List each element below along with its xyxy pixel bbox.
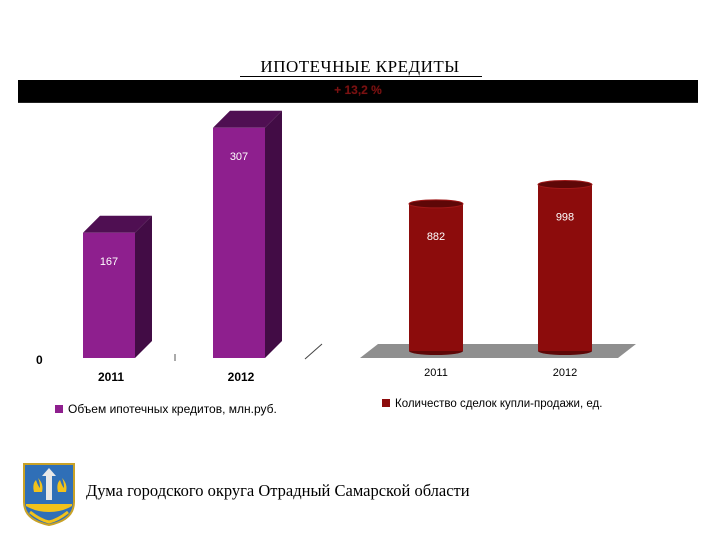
chart-deals-category-label: 2011 xyxy=(424,367,448,379)
chart-loans-value-label: 167 xyxy=(100,256,118,268)
chart-loans-bar-top xyxy=(213,110,282,128)
chart-loans-category-label: 2012 xyxy=(228,370,255,384)
chart-deals: 882 998 2011 2012 Количество сделок купли-… xyxy=(360,180,636,410)
chart-loans-bar-side xyxy=(265,110,282,358)
chart-loans-bar xyxy=(83,232,135,358)
chart-loans-diagonal xyxy=(304,343,323,360)
chart-deals-bar xyxy=(538,184,592,351)
chart-loans-category-label: 2011 xyxy=(98,370,124,384)
chart-deals-legend-label: Количество сделок купли-продажи, ед. xyxy=(395,398,602,410)
chart-loans-bar xyxy=(213,127,265,358)
chart-deals-bar xyxy=(409,203,463,351)
chart-deals-bar-top xyxy=(408,199,464,209)
chart-deals-legend-swatch xyxy=(382,399,390,407)
chart-loans-zero-label: 0 xyxy=(36,353,43,367)
chart-deals-value-label: 882 xyxy=(427,231,445,243)
chart-loans: 0 167 307 2011 2012 Объем ипотечных кредит… xyxy=(36,110,323,416)
chart-loans-value-label: 307 xyxy=(230,151,248,163)
title-underline xyxy=(240,76,482,77)
growth-label: + 13,2 % xyxy=(334,83,382,97)
chart-loans-legend-swatch xyxy=(55,405,63,413)
footer-organization: Дума городского округа Отрадный Самарско… xyxy=(86,481,470,500)
chart-deals-value-label: 998 xyxy=(556,212,574,224)
page-title: ИПОТЕЧНЫЕ КРЕДИТЫ xyxy=(260,57,460,76)
chart-loans-bar-side xyxy=(135,215,152,358)
chart-deals-bar-top xyxy=(537,180,593,190)
growth-banner: + 13,2 % xyxy=(18,80,698,103)
city-emblem xyxy=(23,463,75,526)
chart-loans-legend-label: Объем ипотечных кредитов, млн.руб. xyxy=(68,402,277,416)
chart-deals-category-label: 2012 xyxy=(553,367,577,379)
chart-loans-bar-top xyxy=(83,215,152,233)
chart-deals-floor xyxy=(360,344,636,358)
